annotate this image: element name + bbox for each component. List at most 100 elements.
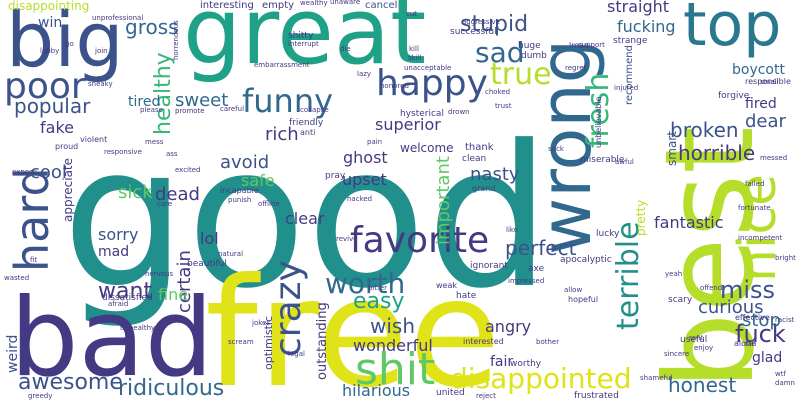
word-embarrassment: embarrassment [254, 61, 310, 69]
word-curious: curious [698, 297, 764, 318]
word-broken: broken [670, 118, 739, 142]
word-stupid: stupid [460, 12, 528, 37]
word-dead: dead [155, 184, 200, 205]
word-revive: revive [336, 235, 358, 243]
word-sweet: sweet [175, 90, 228, 111]
word-die: die [340, 45, 351, 53]
word-good: good [62, 104, 551, 332]
word-violent: violent [80, 135, 107, 144]
word-greedy: greedy [28, 392, 52, 400]
word-fresh: fresh [581, 73, 616, 148]
word-united: united [436, 388, 465, 398]
word-hate: hate [456, 291, 477, 301]
word-wealthy: wealthy [300, 0, 328, 7]
word-nice: nice [728, 174, 788, 282]
word-frustrated: frustrated [574, 391, 619, 400]
word-hard: hard [5, 167, 59, 272]
word-reject: reject [476, 392, 496, 400]
word-useful: useful [680, 335, 707, 345]
word-lazy: lazy [357, 70, 371, 78]
word-effective: effective [735, 313, 770, 322]
word-careful: careful [220, 105, 244, 113]
word-bright: bright [775, 254, 796, 262]
word-fantastic: fantastic [654, 213, 724, 232]
word-bother: bother [536, 338, 559, 346]
word-shit: shit [355, 344, 435, 395]
word-go: go [65, 40, 74, 48]
word-big: big [6, 0, 124, 84]
word-small: small [760, 78, 779, 86]
word-unaware: unaware [330, 0, 360, 6]
word-fair: fair [490, 354, 513, 370]
word-perfect: perfect [505, 236, 577, 260]
word-choked: choked [485, 88, 510, 96]
word-messed: messed [760, 154, 787, 162]
word-rich: rich [265, 124, 299, 145]
word-allow: allow [564, 286, 582, 294]
word-disappointing: disappointing [8, 0, 89, 13]
word-favorite: favorite [350, 220, 489, 261]
word-honest: honest [668, 373, 736, 397]
word-anti: anti [300, 128, 315, 137]
word-boycott: boycott [732, 62, 785, 78]
word-sad: sad [475, 36, 525, 69]
word-fake: fake [40, 118, 74, 137]
word-ass: ass [166, 150, 178, 158]
word-ridiculous: ridiculous [118, 376, 224, 400]
word-regret: regret [565, 64, 587, 72]
word-miss: miss [720, 276, 775, 304]
word-unbelievable: unbelievable [594, 97, 603, 148]
word-sorry: sorry [98, 225, 138, 244]
word-apocalyptic: apocalyptic [560, 255, 612, 265]
word-sincere: sincere [664, 350, 689, 358]
word-weak: weak [436, 281, 457, 290]
word-scream: scream [228, 338, 254, 346]
word-optimistic: optimistic [262, 316, 275, 370]
word-dear: dear [745, 111, 787, 132]
word-suck: suck [548, 145, 565, 153]
word-incapable: incapable [220, 186, 259, 195]
word-hilarious: hilarious [342, 381, 410, 400]
word-cool: cool [30, 162, 67, 183]
word-scary: scary [668, 295, 693, 305]
word-healthy: healthy [151, 52, 176, 135]
word-awesome: awesome [18, 370, 123, 395]
word-happy: happy [376, 63, 488, 104]
word-clean: clean [462, 154, 486, 164]
word-pain: pain [367, 138, 382, 146]
word-enjoy: enjoy [694, 344, 713, 352]
word-fuck: fuck [735, 320, 786, 348]
word-yeah: yeah [665, 270, 682, 278]
word-funny: funny [242, 82, 333, 120]
word-awful: awful [615, 158, 634, 166]
word-win: win [38, 15, 62, 31]
word-support: support [578, 41, 605, 49]
word-unprofessional: unprofessional [92, 14, 143, 22]
word-offend: offend [700, 284, 722, 292]
word-straight: straight [607, 0, 669, 16]
word-glad: glad [752, 350, 782, 366]
word-fortunate: fortunate [738, 204, 771, 212]
word-lobby: lobby [40, 47, 59, 55]
word-hacked: hacked [347, 195, 372, 203]
word-skill: skill [408, 54, 422, 62]
word-fit: fit [30, 256, 37, 264]
word-fine: fine [158, 285, 188, 304]
word-mess: mess [145, 138, 164, 146]
word-upset: upset [342, 170, 387, 189]
word-pray: pray [325, 171, 346, 181]
word-worth: worth [325, 267, 405, 300]
word-offline: offline [258, 200, 280, 208]
word-like: like [506, 226, 518, 234]
word-impressed: impressed [508, 277, 544, 285]
word-free: free [205, 247, 501, 400]
word-certain: certain [174, 250, 195, 313]
word-poor: poor [4, 66, 86, 107]
word-weird: weird [5, 335, 21, 373]
word-bad: bad [10, 276, 213, 400]
word-afraid: afraid [108, 300, 128, 308]
word-clear: clear [285, 209, 325, 228]
